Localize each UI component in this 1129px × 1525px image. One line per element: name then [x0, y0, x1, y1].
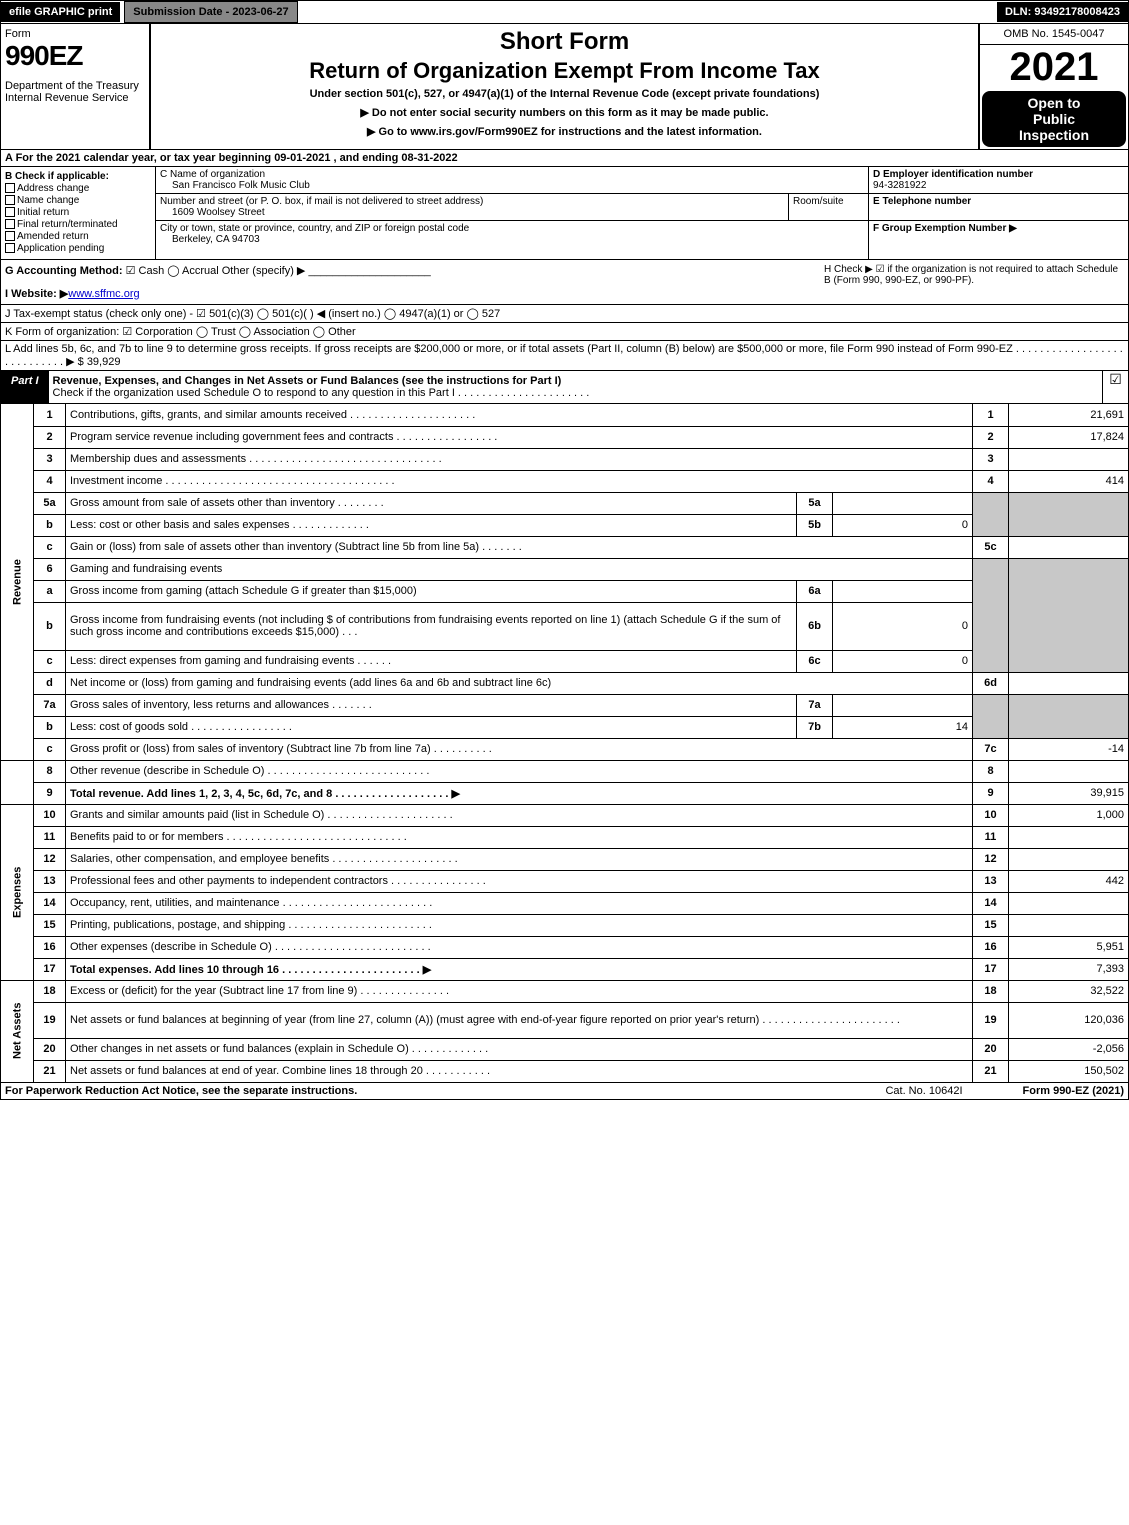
- footer: For Paperwork Reduction Act Notice, see …: [0, 1083, 1129, 1100]
- line-6: 6Gaming and fundraising events: [1, 558, 1129, 580]
- line-13: 13Professional fees and other payments t…: [1, 870, 1129, 892]
- line-7b: bLess: cost of goods sold . . . . . . . …: [1, 716, 1129, 738]
- part-i-table: Revenue 1Contributions, gifts, grants, a…: [0, 404, 1129, 1083]
- chk-address-change[interactable]: Address change: [5, 183, 151, 194]
- line-j: J Tax-exempt status (check only one) - ☑…: [0, 305, 1129, 323]
- part-i-label: Part I: [1, 371, 49, 403]
- part-i-checkbox[interactable]: ☑: [1102, 371, 1128, 403]
- line-k: K Form of organization: ☑ Corporation ◯ …: [0, 323, 1129, 341]
- f-label: F Group Exemption Number ▶: [873, 223, 1017, 234]
- g-label: G Accounting Method:: [5, 265, 123, 277]
- no-ssn-notice: ▶ Do not enter social security numbers o…: [159, 106, 970, 119]
- open-line2: Public: [986, 111, 1122, 127]
- line-7a: 7aGross sales of inventory, less returns…: [1, 694, 1129, 716]
- omb-number: OMB No. 1545-0047: [980, 24, 1128, 45]
- section-b: B Check if applicable: Address change Na…: [1, 167, 156, 259]
- part-i-title: Revenue, Expenses, and Changes in Net As…: [53, 375, 562, 387]
- short-form-title: Short Form: [159, 28, 970, 56]
- line-5b: bLess: cost or other basis and sales exp…: [1, 514, 1129, 536]
- d-label: D Employer identification number: [873, 169, 1033, 180]
- line-19: 19Net assets or fund balances at beginni…: [1, 1002, 1129, 1038]
- line-21: 21Net assets or fund balances at end of …: [1, 1060, 1129, 1082]
- line-11: 11Benefits paid to or for members . . . …: [1, 826, 1129, 848]
- line-17: 17Total expenses. Add lines 10 through 1…: [1, 958, 1129, 980]
- line-16: 16Other expenses (describe in Schedule O…: [1, 936, 1129, 958]
- open-to-public: Open to Public Inspection: [982, 91, 1126, 147]
- tax-year: 2021: [980, 45, 1128, 89]
- chk-initial-return[interactable]: Initial return: [5, 207, 151, 218]
- street: 1609 Woolsey Street: [160, 207, 265, 218]
- chk-amended-return[interactable]: Amended return: [5, 231, 151, 242]
- e-label: E Telephone number: [873, 196, 971, 207]
- h-text: H Check ▶ ☑ if the organization is not r…: [824, 264, 1124, 300]
- efile-label[interactable]: efile GRAPHIC print: [1, 2, 120, 22]
- line-14: 14Occupancy, rent, utilities, and mainte…: [1, 892, 1129, 914]
- dln: DLN: 93492178008423: [997, 2, 1128, 22]
- b-label: B Check if applicable:: [5, 171, 109, 182]
- form-number: 990EZ: [5, 40, 145, 72]
- form-left: Form 990EZ Department of the Treasury In…: [1, 24, 151, 149]
- line-6b: bGross income from fundraising events (n…: [1, 602, 1129, 650]
- i-label: I Website: ▶: [5, 288, 68, 300]
- website-link[interactable]: www.sffmc.org: [68, 288, 139, 300]
- city-label: City or town, state or province, country…: [160, 223, 469, 234]
- line-5c: cGain or (loss) from sale of assets othe…: [1, 536, 1129, 558]
- expenses-vertical-label: Expenses: [1, 804, 34, 980]
- c-label: C Name of organization: [160, 169, 265, 180]
- line-1: Revenue 1Contributions, gifts, grants, a…: [1, 404, 1129, 426]
- return-title: Return of Organization Exempt From Incom…: [159, 58, 970, 84]
- header-center: Short Form Return of Organization Exempt…: [151, 24, 978, 149]
- line-9: 9Total revenue. Add lines 1, 2, 3, 4, 5c…: [1, 782, 1129, 804]
- line-6d: dNet income or (loss) from gaming and fu…: [1, 672, 1129, 694]
- g-options[interactable]: ☑ Cash ◯ Accrual Other (specify) ▶: [126, 265, 306, 277]
- open-line3: Inspection: [986, 127, 1122, 143]
- line-6c: cLess: direct expenses from gaming and f…: [1, 650, 1129, 672]
- section-de: D Employer identification number94-32819…: [868, 167, 1128, 259]
- top-bar: efile GRAPHIC print Submission Date - 20…: [0, 0, 1129, 24]
- line-3: 3Membership dues and assessments . . . .…: [1, 448, 1129, 470]
- part-i-header: Part I Revenue, Expenses, and Changes in…: [0, 371, 1129, 404]
- form-header: Form 990EZ Department of the Treasury In…: [0, 24, 1129, 150]
- line-18: Net Assets 18Excess or (deficit) for the…: [1, 980, 1129, 1002]
- part-i-sub: Check if the organization used Schedule …: [53, 387, 590, 399]
- cat-no: Cat. No. 10642I: [885, 1085, 962, 1097]
- line-12: 12Salaries, other compensation, and empl…: [1, 848, 1129, 870]
- header-right: OMB No. 1545-0047 2021 Open to Public In…: [978, 24, 1128, 149]
- chk-final-return[interactable]: Final return/terminated: [5, 219, 151, 230]
- chk-application-pending[interactable]: Application pending: [5, 243, 151, 254]
- goto-link[interactable]: ▶ Go to www.irs.gov/Form990EZ for instru…: [159, 125, 970, 138]
- line-5a: 5aGross amount from sale of assets other…: [1, 492, 1129, 514]
- line-l: L Add lines 5b, 6c, and 7b to line 9 to …: [0, 341, 1129, 371]
- subtitle: Under section 501(c), 527, or 4947(a)(1)…: [159, 88, 970, 100]
- chk-name-change[interactable]: Name change: [5, 195, 151, 206]
- section-c: C Name of organization San Francisco Fol…: [156, 167, 868, 259]
- department: Department of the Treasury Internal Reve…: [5, 80, 145, 104]
- line-8: 8Other revenue (describe in Schedule O) …: [1, 760, 1129, 782]
- section-gh: G Accounting Method: ☑ Cash ◯ Accrual Ot…: [0, 260, 1129, 305]
- netassets-vertical-label: Net Assets: [1, 980, 34, 1082]
- line-20: 20Other changes in net assets or fund ba…: [1, 1038, 1129, 1060]
- form-ref: Form 990-EZ (2021): [1023, 1085, 1124, 1097]
- line-6a: aGross income from gaming (attach Schedu…: [1, 580, 1129, 602]
- submission-date: Submission Date - 2023-06-27: [124, 1, 297, 23]
- section-bcde: B Check if applicable: Address change Na…: [0, 167, 1129, 260]
- room-suite: Room/suite: [788, 194, 868, 220]
- org-name: San Francisco Folk Music Club: [160, 180, 310, 191]
- line-4: 4Investment income . . . . . . . . . . .…: [1, 470, 1129, 492]
- street-label: Number and street (or P. O. box, if mail…: [160, 196, 483, 207]
- ein: 94-3281922: [873, 180, 926, 191]
- open-line1: Open to: [986, 95, 1122, 111]
- line-a: A For the 2021 calendar year, or tax yea…: [0, 150, 1129, 167]
- pra-notice: For Paperwork Reduction Act Notice, see …: [5, 1085, 357, 1097]
- line-10: Expenses 10Grants and similar amounts pa…: [1, 804, 1129, 826]
- line-7c: cGross profit or (loss) from sales of in…: [1, 738, 1129, 760]
- revenue-vertical-label: Revenue: [1, 404, 34, 760]
- form-label: Form: [5, 28, 31, 40]
- line-2: 2Program service revenue including gover…: [1, 426, 1129, 448]
- line-15: 15Printing, publications, postage, and s…: [1, 914, 1129, 936]
- city: Berkeley, CA 94703: [160, 234, 260, 245]
